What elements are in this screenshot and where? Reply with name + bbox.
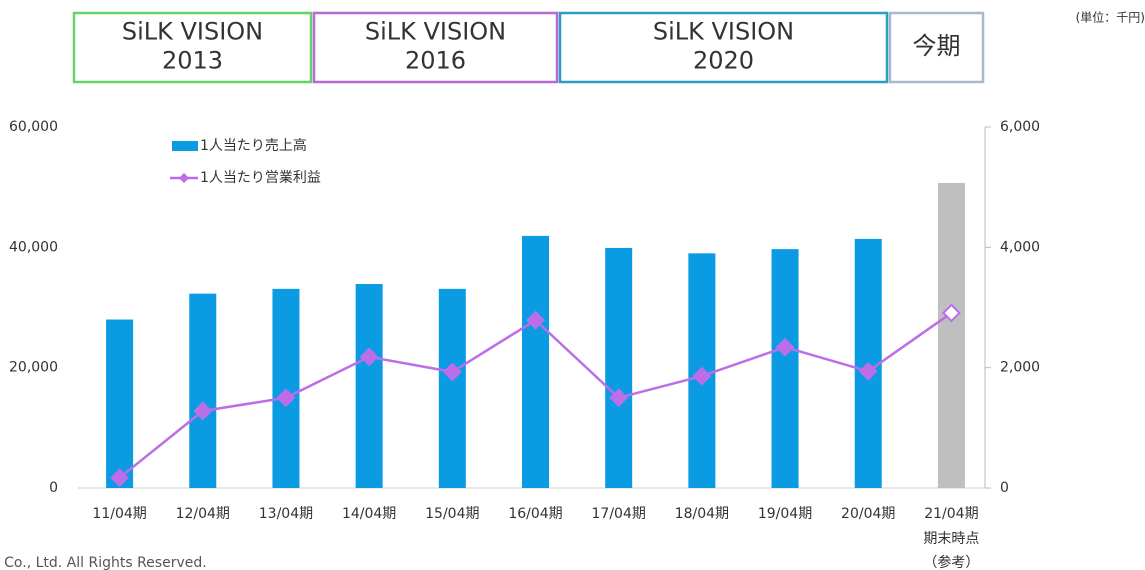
bar <box>771 249 799 488</box>
y-tick-label: 60,000 <box>9 119 58 135</box>
y2-tick-label: 4,000 <box>1000 239 1040 255</box>
line-marker <box>609 388 629 408</box>
x-tick-note: 期末時点 <box>923 531 979 547</box>
x-tick-note: （参考） <box>923 554 979 570</box>
line-marker <box>359 347 379 367</box>
line-marker <box>941 303 961 323</box>
x-tick-label: 17/04期 <box>592 506 646 522</box>
legend-swatch <box>179 173 189 183</box>
footer: c Co., Ltd. All Rights Reserved. <box>0 555 207 570</box>
header-text: 2016 <box>405 47 466 75</box>
y-tick-label: 40,000 <box>9 239 58 255</box>
line-marker <box>110 468 130 488</box>
line-marker <box>692 366 712 386</box>
bar <box>438 288 466 488</box>
line-marker <box>276 388 296 408</box>
line-marker <box>442 362 462 382</box>
header-text: 2013 <box>162 47 223 75</box>
header-text: SiLK VISION <box>122 18 263 46</box>
x-tick-label: 19/04期 <box>758 506 812 522</box>
header-box <box>72 11 313 84</box>
x-tick-label: 15/04期 <box>425 506 479 522</box>
bar <box>522 235 549 488</box>
x-tick-label: 12/04期 <box>176 506 230 522</box>
header-text: SiLK VISION <box>653 18 794 46</box>
unit-note: (単位：千円) <box>1076 10 1145 25</box>
header-text: 2020 <box>693 47 754 75</box>
bar <box>106 319 134 488</box>
x-tick-label: 20/04期 <box>841 506 895 522</box>
y2-tick-label: 0 <box>1000 480 1009 496</box>
x-tick-label: 14/04期 <box>342 506 396 522</box>
bar <box>937 182 965 488</box>
y2-tick-label: 6,000 <box>1000 119 1040 135</box>
y2-tick-label: 2,000 <box>1000 360 1040 376</box>
header-box <box>888 11 985 84</box>
x-tick-label: 21/04期 <box>924 506 978 522</box>
bar <box>605 247 633 488</box>
x-tick-label: 18/04期 <box>675 506 729 522</box>
x-tick-label: 11/04期 <box>92 506 146 522</box>
bar <box>189 293 217 488</box>
header-box <box>558 11 889 84</box>
y-tick-label: 20,000 <box>9 360 58 376</box>
legend-label: 1人当たり売上高 <box>200 137 307 154</box>
line-marker <box>858 361 878 381</box>
header-box <box>312 11 559 84</box>
x-tick-label: 13/04期 <box>259 506 313 522</box>
header-text: 今期 <box>913 32 961 60</box>
x-tick-label: 16/04期 <box>508 506 562 522</box>
bar <box>355 284 383 488</box>
legend-label: 1人当たり営業利益 <box>200 170 321 186</box>
line-marker <box>193 401 213 421</box>
line-marker <box>775 337 795 357</box>
legend-swatch <box>172 141 198 151</box>
line-marker <box>526 310 545 330</box>
y-tick-label: 0 <box>49 480 58 496</box>
header-text: SiLK VISION <box>365 18 506 46</box>
